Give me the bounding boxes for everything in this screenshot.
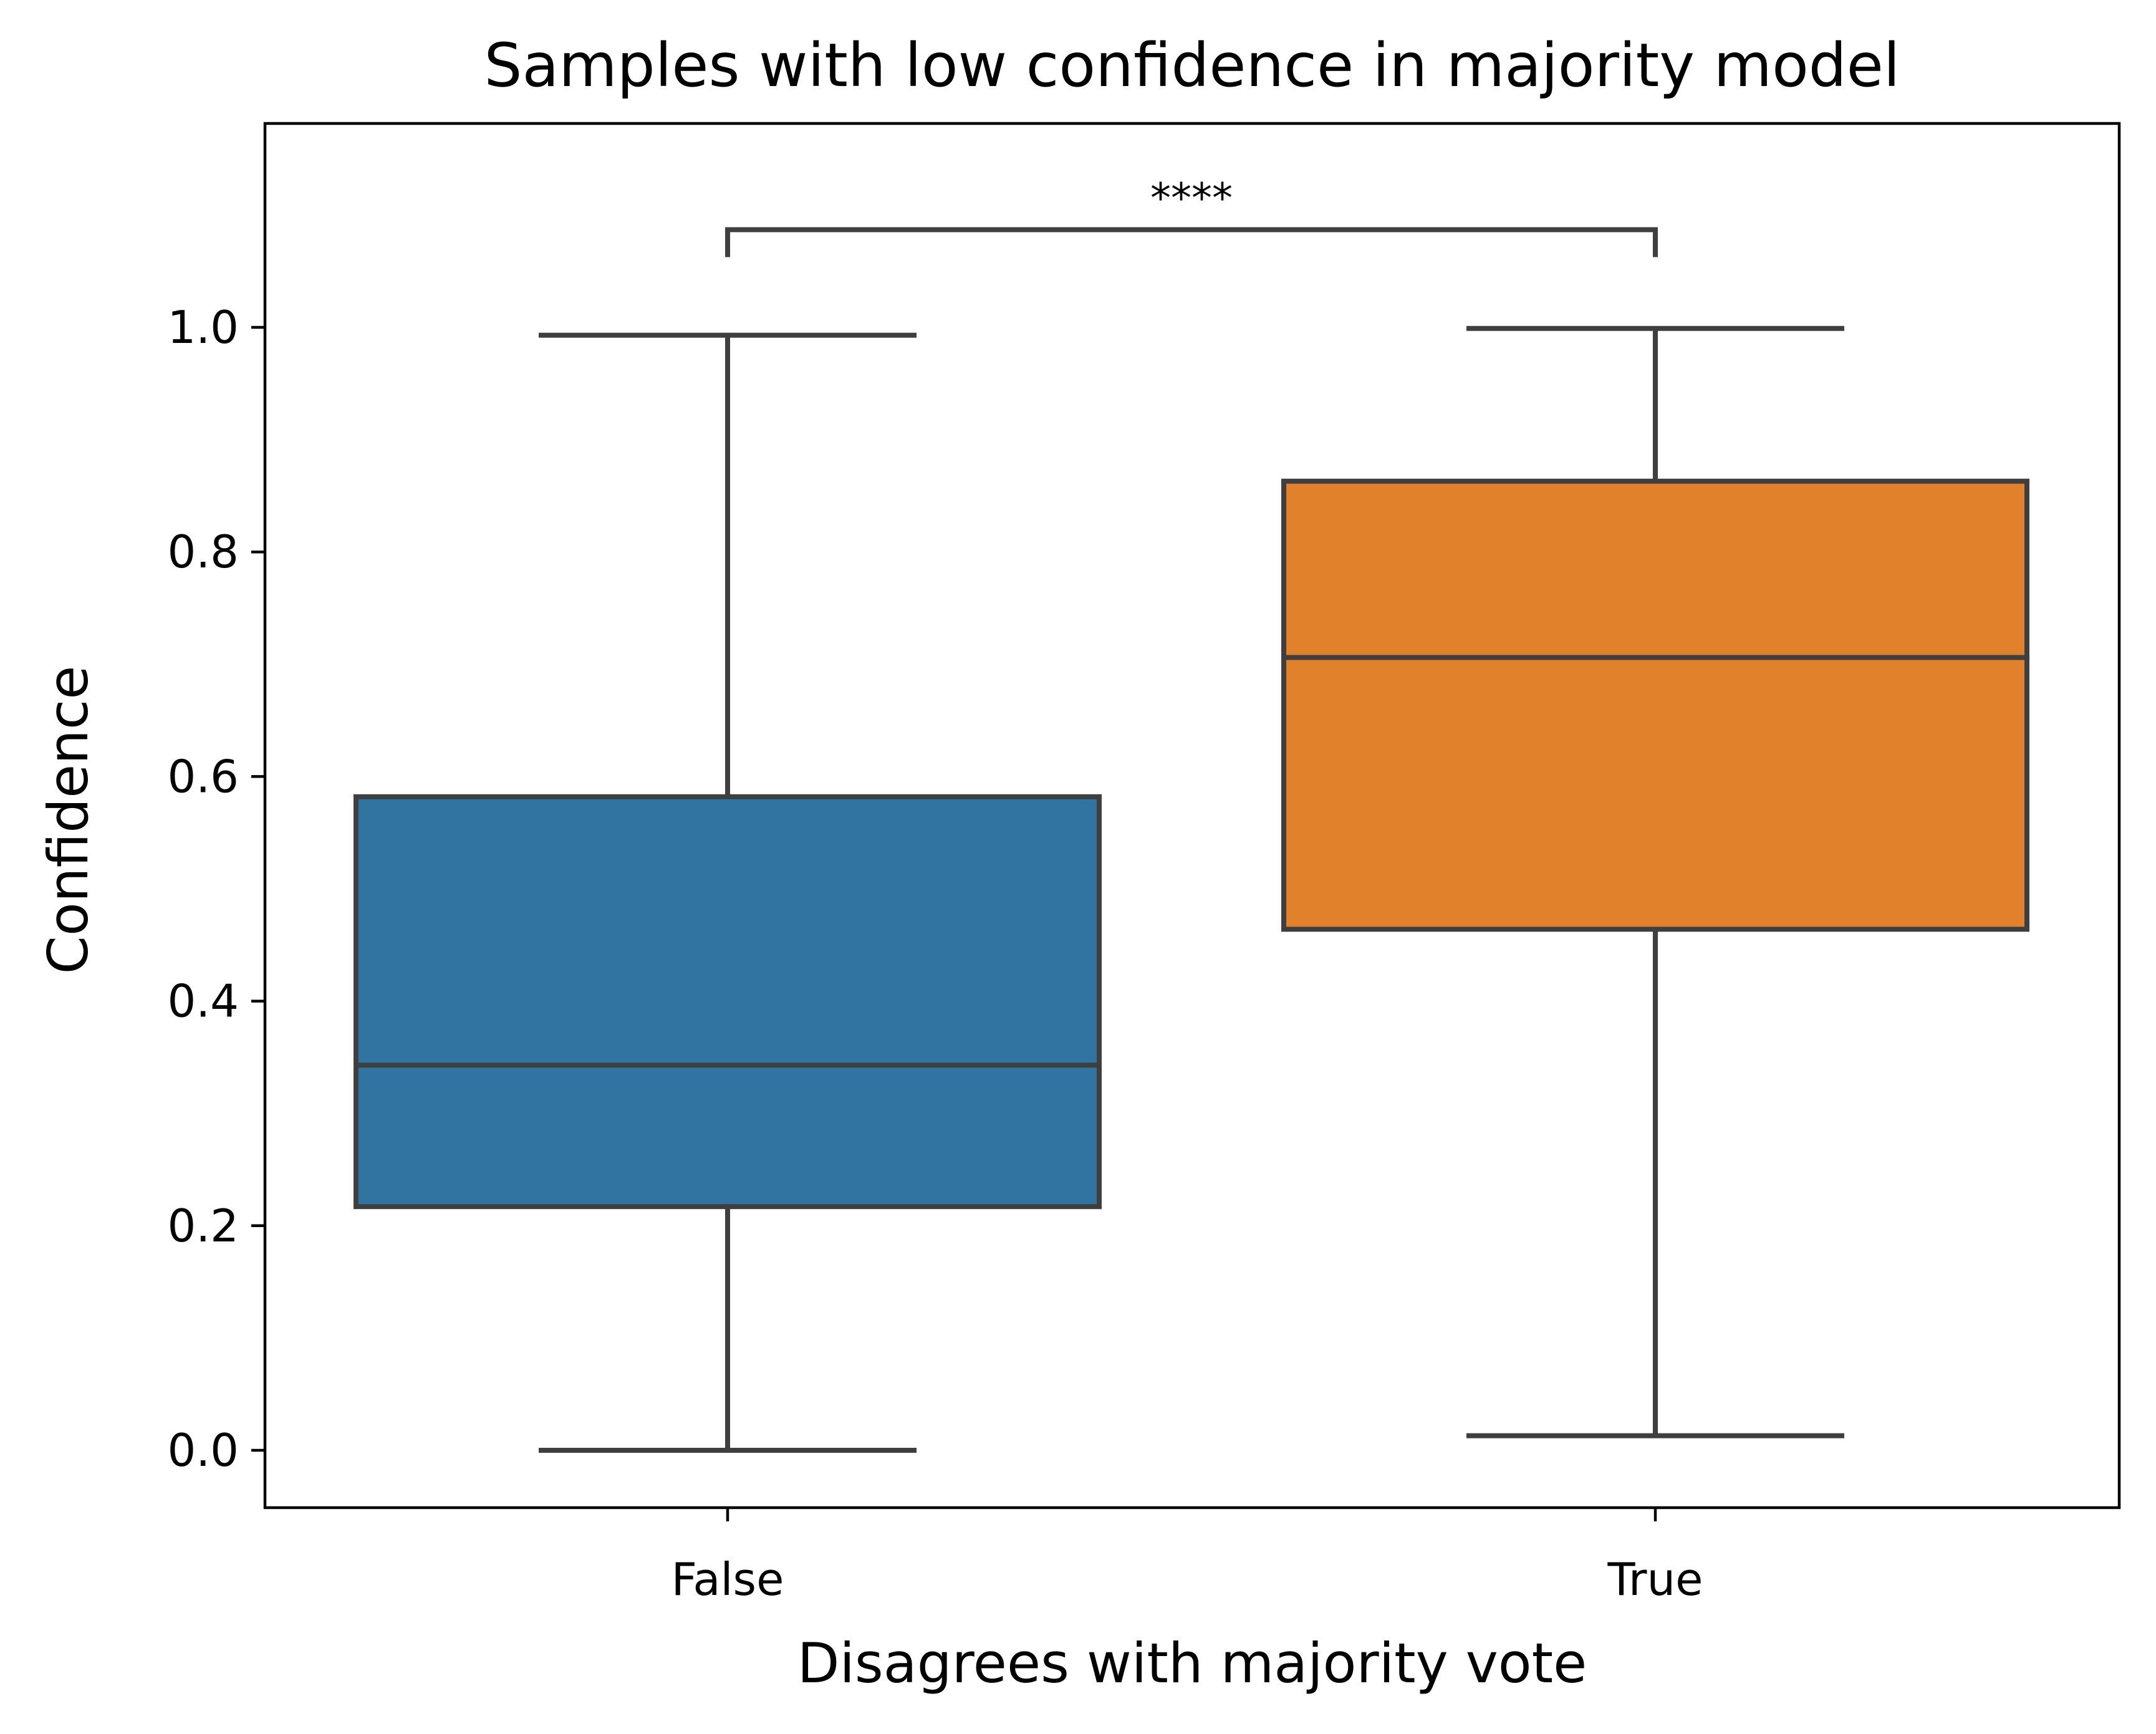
y-axis-label: Confidence bbox=[36, 666, 100, 975]
y-tick-label: 0.6 bbox=[167, 750, 239, 802]
chart-title: Samples with low confidence in majority … bbox=[484, 31, 1900, 100]
y-tick-label: 0.0 bbox=[167, 1424, 239, 1476]
significance-label: **** bbox=[1150, 174, 1233, 222]
y-tick-label: 0.4 bbox=[167, 975, 239, 1028]
iqr-box bbox=[1281, 478, 2029, 932]
box-group-true bbox=[1281, 325, 2029, 1438]
x-axis-label: Disagrees with majority vote bbox=[797, 1631, 1587, 1695]
y-tick-label: 0.2 bbox=[167, 1200, 239, 1252]
y-tick-label: 1.0 bbox=[167, 301, 239, 354]
plot-frame bbox=[263, 122, 2121, 1510]
x-tick-label: True bbox=[1607, 1553, 1703, 1606]
significance-bracket bbox=[725, 227, 1658, 258]
y-tick-label: 0.8 bbox=[167, 526, 239, 578]
box-group-false bbox=[354, 332, 1102, 1453]
iqr-box bbox=[354, 794, 1102, 1210]
plot-area: **** bbox=[354, 174, 2029, 1453]
x-tick-label: False bbox=[671, 1553, 784, 1606]
